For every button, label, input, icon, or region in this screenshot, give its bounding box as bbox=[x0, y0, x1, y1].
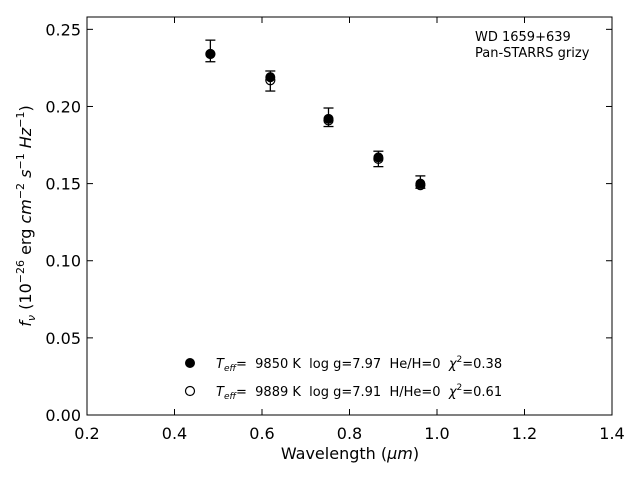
y-tick-label: 0.25 bbox=[45, 20, 81, 39]
model-point-filled bbox=[373, 152, 384, 163]
y-tick-label: 0.15 bbox=[45, 175, 81, 194]
legend-entry-2: Teff= 9889 K log g=7.91 H/He=0 χ2=0.61 bbox=[216, 383, 502, 402]
x-tick-label: 1.2 bbox=[512, 424, 537, 443]
plot-frame bbox=[86, 16, 613, 416]
model-point-filled bbox=[265, 72, 276, 83]
y-tick-label: 0.00 bbox=[45, 406, 81, 425]
y-tick-label: 0.10 bbox=[45, 252, 81, 271]
annotation-line-2: Pan-STARRS grizy bbox=[475, 46, 590, 61]
legend-entry-1: Teff= 9850 K log g=7.97 He/H=0 χ2=0.38 bbox=[216, 355, 502, 374]
x-tick-label: 1.0 bbox=[424, 424, 449, 443]
tick-layer: 0.2 0.4 0.6 0.8 1.0 1.2 1.4 0.00 0.05 0.10 0.15 0.2… bbox=[45, 17, 625, 443]
legend-marker-open bbox=[184, 385, 196, 397]
legend: Teff= 9850 K log g=7.97 He/H=0 χ2=0.38 T… bbox=[184, 355, 502, 402]
x-axis-label: Wavelength (μm) bbox=[281, 444, 419, 463]
model-point-filled bbox=[205, 49, 216, 60]
x-tick-label: 0.4 bbox=[162, 424, 187, 443]
annotation-line-1: WD 1659+639 bbox=[475, 30, 571, 45]
x-tick-label: 0.6 bbox=[249, 424, 274, 443]
x-tick-label: 0.8 bbox=[337, 424, 362, 443]
data-layer bbox=[205, 39, 426, 191]
y-tick-label: 0.05 bbox=[45, 329, 81, 348]
y-tick-label: 0.20 bbox=[45, 97, 81, 116]
y-axis-label: fν (10−26 erg cm−2 s−1 Hz−1) bbox=[14, 105, 38, 326]
model-point-filled bbox=[415, 178, 426, 189]
model-point-filled bbox=[323, 113, 334, 124]
x-tick-label: 0.2 bbox=[74, 424, 99, 443]
x-tick-label: 1.4 bbox=[599, 424, 624, 443]
legend-marker-filled bbox=[185, 358, 195, 368]
